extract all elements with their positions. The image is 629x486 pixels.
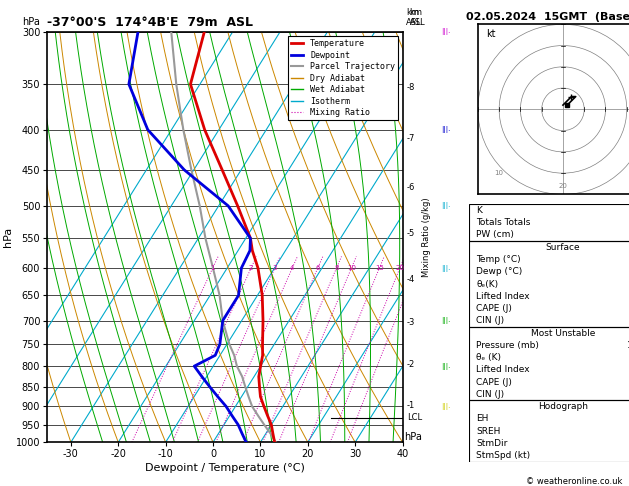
Text: 4: 4: [290, 265, 294, 271]
Text: |||.: |||.: [442, 403, 451, 410]
Text: Surface: Surface: [545, 243, 581, 252]
Text: Lifted Index: Lifted Index: [476, 365, 530, 374]
Text: Hodograph: Hodograph: [538, 402, 588, 411]
Text: kt: kt: [486, 29, 496, 39]
Text: 10: 10: [347, 265, 356, 271]
Text: -5: -5: [407, 229, 415, 239]
Text: -8: -8: [407, 83, 415, 91]
Text: 1: 1: [211, 265, 215, 271]
Text: CAPE (J): CAPE (J): [476, 378, 512, 387]
Text: 283°: 283°: [628, 439, 629, 448]
Text: 20: 20: [559, 183, 567, 189]
Text: |||.: |||.: [442, 363, 451, 370]
Text: StmSpd (kt): StmSpd (kt): [476, 451, 530, 460]
Text: -6: -6: [407, 183, 415, 192]
Bar: [469, 327, 629, 400]
Text: -2: -2: [407, 360, 415, 369]
Text: LCL: LCL: [407, 413, 422, 422]
Bar: [469, 400, 629, 462]
Text: K: K: [476, 206, 482, 215]
Legend: Temperature, Dewpoint, Parcel Trajectory, Dry Adiabat, Wet Adiabat, Isotherm, Mi: Temperature, Dewpoint, Parcel Trajectory…: [287, 36, 398, 121]
Bar: [469, 204, 629, 241]
Text: hPa: hPa: [22, 17, 40, 28]
Text: 20: 20: [396, 265, 404, 271]
Text: 1004: 1004: [627, 341, 629, 350]
Text: © weatheronline.co.uk: © weatheronline.co.uk: [526, 477, 623, 486]
Text: SREH: SREH: [476, 427, 501, 436]
Text: 02.05.2024  15GMT  (Base: 18): 02.05.2024 15GMT (Base: 18): [467, 12, 629, 22]
Text: Pressure (mb): Pressure (mb): [476, 341, 539, 350]
X-axis label: Dewpoint / Temperature (°C): Dewpoint / Temperature (°C): [145, 463, 305, 473]
Y-axis label: hPa: hPa: [3, 227, 13, 247]
Text: CAPE (J): CAPE (J): [476, 304, 512, 313]
Text: PW (cm): PW (cm): [476, 230, 514, 240]
Text: -37°00'S  174°4B'E  79m  ASL: -37°00'S 174°4B'E 79m ASL: [47, 16, 253, 29]
Text: Dewp (°C): Dewp (°C): [476, 267, 523, 276]
Text: 6: 6: [316, 265, 320, 271]
Text: θₑ (K): θₑ (K): [476, 353, 501, 362]
Text: 10: 10: [494, 170, 504, 176]
Text: |||.: |||.: [442, 202, 451, 209]
Text: km
ASL: km ASL: [409, 8, 425, 28]
Text: θₑ(K): θₑ(K): [476, 279, 498, 289]
Text: -7: -7: [407, 135, 415, 143]
Text: CIN (J): CIN (J): [476, 390, 504, 399]
Text: hPa: hPa: [404, 432, 422, 442]
Bar: [469, 241, 629, 327]
Text: km
ASL: km ASL: [406, 8, 421, 28]
Text: CIN (J): CIN (J): [476, 316, 504, 325]
Text: 15: 15: [375, 265, 384, 271]
Text: StmDir: StmDir: [476, 439, 508, 448]
Text: Mixing Ratio (g/kg): Mixing Ratio (g/kg): [422, 197, 431, 277]
Text: -3: -3: [407, 318, 415, 327]
Text: Totals Totals: Totals Totals: [476, 218, 530, 227]
Text: |||.: |||.: [442, 126, 451, 133]
Text: -4: -4: [407, 275, 415, 284]
Text: 2: 2: [249, 265, 253, 271]
Text: |||.: |||.: [442, 28, 451, 35]
Text: Temp (°C): Temp (°C): [476, 255, 521, 264]
Text: 3: 3: [272, 265, 277, 271]
Text: 8: 8: [334, 265, 339, 271]
Text: EH: EH: [476, 415, 489, 423]
Text: |||.: |||.: [442, 264, 451, 272]
Text: -1: -1: [407, 400, 415, 410]
Text: Most Unstable: Most Unstable: [531, 329, 595, 338]
Text: |||.: |||.: [442, 317, 451, 324]
Text: Lifted Index: Lifted Index: [476, 292, 530, 301]
